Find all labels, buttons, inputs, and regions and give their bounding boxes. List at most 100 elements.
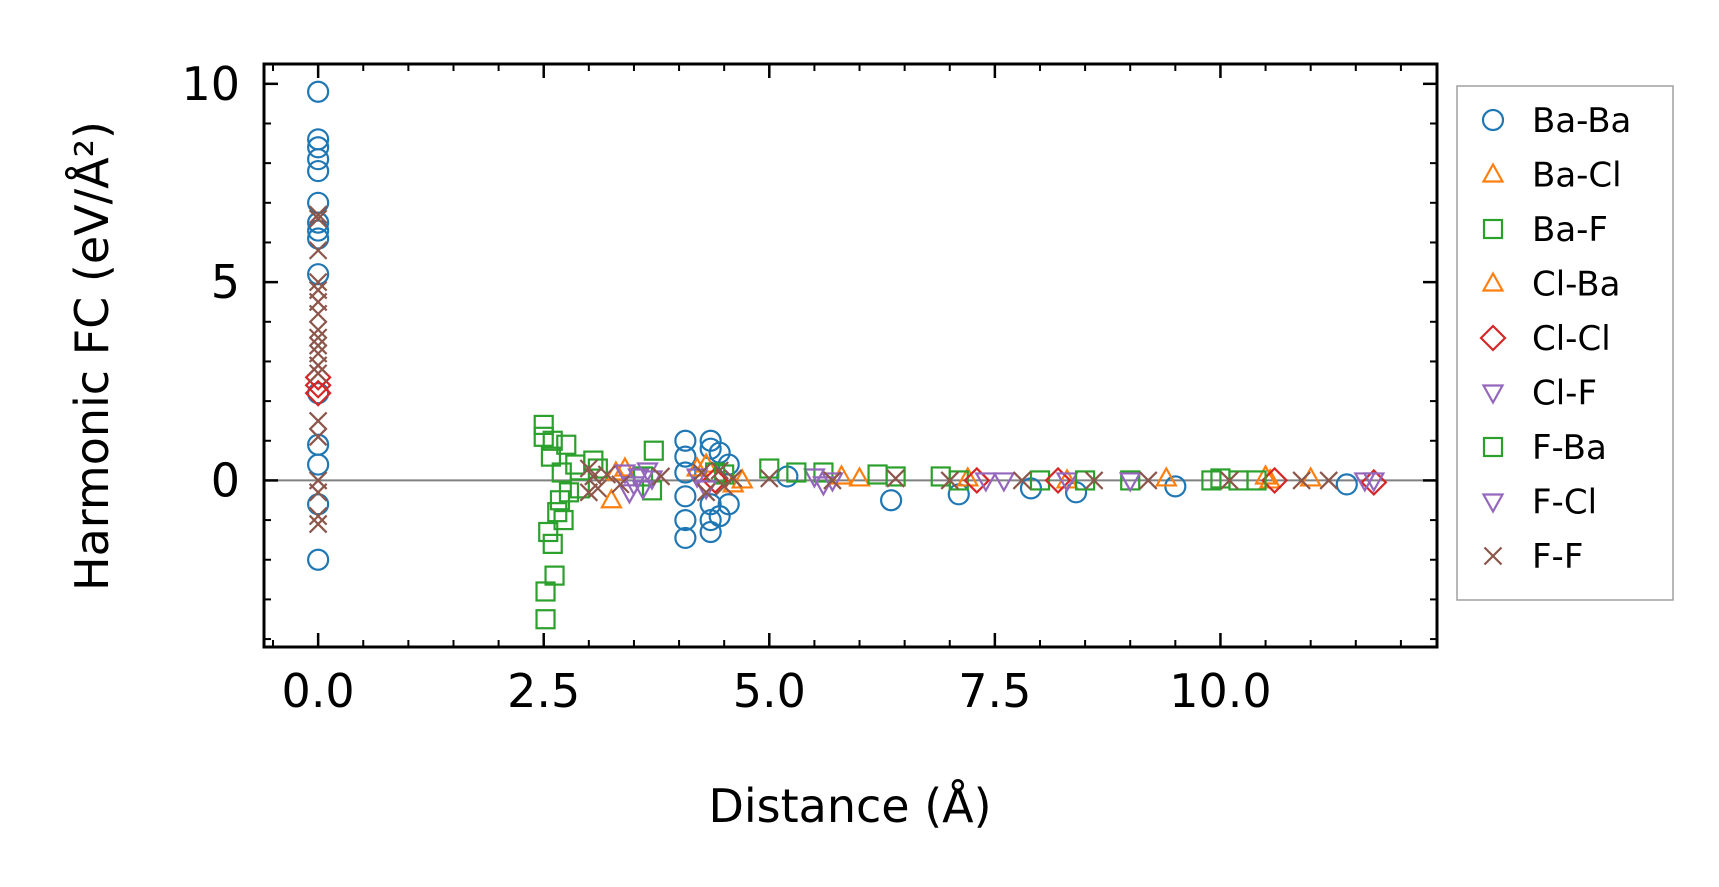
legend: Ba-Ba Ba-Cl Ba-F Cl-Ba Cl-Cl Cl-F F-Ba F-Cl F-F <box>1456 85 1674 601</box>
data-point-f-cl <box>821 472 844 493</box>
tick-labels: 0.0 2.5 5.0 7.5 10.0 0 5 10 <box>181 57 1271 718</box>
data-point-ba-ba <box>674 445 697 468</box>
data-point-f-cl <box>1362 472 1386 493</box>
data-point-ba-ba <box>307 136 330 159</box>
data-point-f-f <box>1084 471 1104 490</box>
data-point-cl-f <box>631 480 655 501</box>
data-point-f-ba <box>1201 470 1222 491</box>
data-point-ba-ba <box>307 148 330 171</box>
legend-label-ba-ba: Ba-Ba <box>1532 101 1631 141</box>
y-tick-label: 0 <box>211 453 240 507</box>
legend-label-cl-cl: Cl-Cl <box>1532 319 1611 359</box>
data-point-f-f <box>588 479 608 498</box>
data-point-f-f <box>308 320 328 339</box>
data-point-f-ba <box>542 430 563 451</box>
series-f-ba <box>542 430 1267 511</box>
data-point-ba-f <box>535 609 556 630</box>
legend-marker-f-ba <box>1482 436 1504 458</box>
legend-label-cl-f: Cl-F <box>1532 374 1597 414</box>
data-point-ba-ba <box>307 219 330 242</box>
data-point-f-f <box>651 467 671 486</box>
data-point-ba-f <box>553 509 574 531</box>
y-tick-label: 5 <box>211 255 240 309</box>
legend-marker-cl-cl <box>1479 324 1507 352</box>
legend-label-cl-ba: Cl-Ba <box>1532 265 1620 305</box>
data-point-f-f <box>710 461 729 480</box>
data-point-ba-cl <box>1154 466 1178 487</box>
data-point-f-f <box>940 471 960 490</box>
legend-marker-f-cl <box>1481 493 1505 514</box>
data-point-f-f <box>1220 471 1239 490</box>
data-point-cl-ba <box>730 468 754 489</box>
data-point-ba-cl <box>600 488 623 509</box>
data-point-f-f <box>308 272 328 292</box>
data-point-f-f <box>308 427 328 447</box>
data-point-f-ba <box>867 464 888 485</box>
data-point-f-f <box>308 356 328 375</box>
data-point-ba-f <box>538 521 559 543</box>
data-point-f-ba <box>786 462 807 483</box>
data-point-ba-ba <box>674 485 697 508</box>
data-point-f-f <box>611 475 630 494</box>
data-point-cl-cl <box>1360 468 1388 496</box>
data-point-cl-f <box>613 464 637 485</box>
data-point-f-f <box>308 241 328 260</box>
data-point-ba-ba <box>717 493 740 516</box>
x-tick-label: 2.5 <box>507 664 580 718</box>
data-point-ba-cl <box>613 456 637 477</box>
data-point-f-f <box>692 463 711 482</box>
legend-entry-f-f: F-F <box>1483 537 1583 577</box>
data-point-f-ba <box>569 478 590 499</box>
data-point-f-f <box>823 471 842 490</box>
x-tick-label: 7.5 <box>958 664 1031 718</box>
data-point-cl-ba <box>848 466 871 487</box>
data-point-f-f <box>308 514 328 534</box>
legend-marker-ba-ba <box>1481 108 1505 132</box>
legend-marker-ba-f <box>1482 218 1504 240</box>
data-point-ba-f <box>643 440 664 461</box>
data-point-ba-ba <box>674 429 697 452</box>
legend-entry-cl-f: Cl-F <box>1481 374 1597 414</box>
data-point-ba-ba <box>307 453 330 476</box>
data-point-f-f <box>308 328 328 347</box>
data-point-f-ba <box>930 466 951 487</box>
data-point-cl-cl <box>1044 466 1072 494</box>
legend-entry-cl-ba: Cl-Ba <box>1481 265 1620 305</box>
data-point-ba-f <box>1029 470 1051 491</box>
data-point-ba-f <box>544 565 565 586</box>
data-point-f-f <box>1292 471 1311 490</box>
y-axis-title: Harmonic FC (eV/Å²) <box>65 121 119 591</box>
data-point-ba-ba <box>307 80 330 103</box>
series-ba-ba <box>307 80 1358 571</box>
x-tick-label: 10.0 <box>1169 664 1271 718</box>
data-point-f-f <box>696 483 716 502</box>
data-point-f-cl <box>992 472 1016 493</box>
data-point-f-ba <box>1246 470 1267 491</box>
legend-frame <box>1456 85 1674 601</box>
data-point-cl-cl <box>701 466 729 494</box>
data-point-cl-cl <box>304 379 332 407</box>
data-point-ba-ba <box>674 508 697 532</box>
plot-frame <box>262 62 1439 649</box>
legend-marker-ba-cl <box>1481 162 1505 183</box>
legend-label-f-cl: F-Cl <box>1532 483 1597 523</box>
data-point-f-f <box>308 205 328 224</box>
data-point-f-f <box>760 469 779 488</box>
data-points <box>304 80 1388 630</box>
legend-marker-f-f <box>1483 546 1503 566</box>
data-point-ba-ba <box>1335 473 1358 496</box>
data-point-cl-cl <box>963 466 991 494</box>
series-ba-f <box>533 414 1249 630</box>
data-point-f-f <box>1319 471 1338 490</box>
data-point-f-f <box>308 209 328 228</box>
series-f-f <box>308 205 1338 534</box>
x-axis-title: Distance (Å) <box>708 779 991 833</box>
data-point-f-cl <box>1118 472 1142 493</box>
data-point-ba-ba <box>674 526 697 550</box>
data-point-ba-ba <box>307 493 330 516</box>
legend-entry-cl-cl: Cl-Cl <box>1479 319 1611 359</box>
data-point-f-f <box>1012 471 1032 490</box>
data-point-f-f <box>597 465 617 484</box>
